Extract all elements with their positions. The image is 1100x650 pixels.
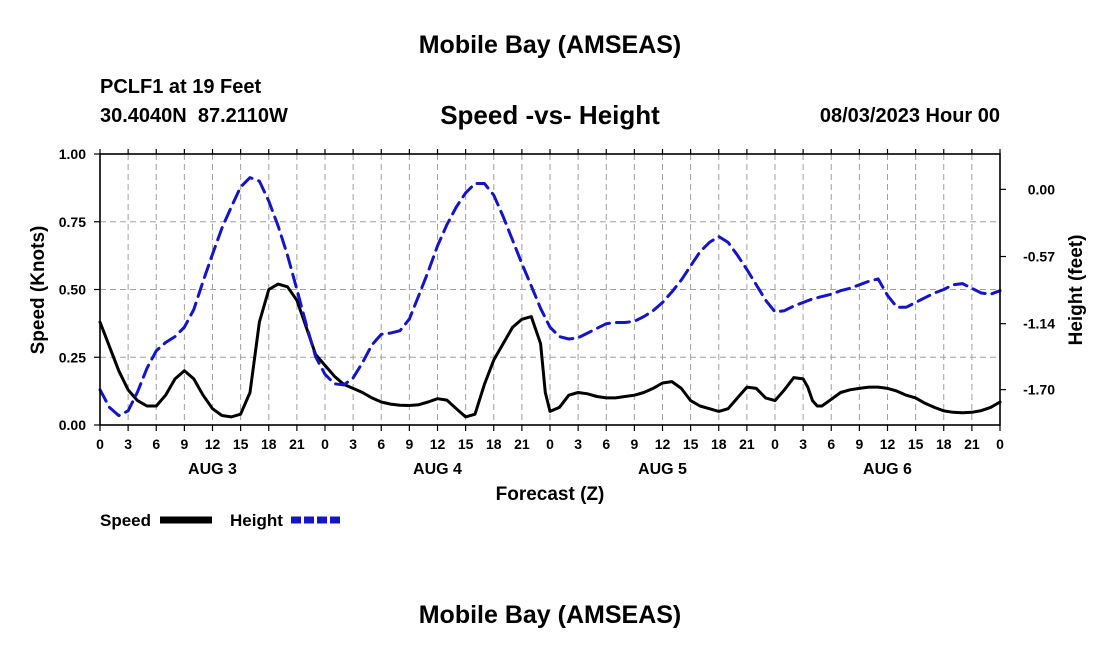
- x-tick-label: 9: [630, 436, 638, 452]
- y-tick-label-right: -1.70: [1023, 382, 1055, 398]
- footer-title: Mobile Bay (AMSEAS): [418, 601, 682, 629]
- y-tick-label-left: 0.25: [59, 349, 86, 365]
- x-tick-label: 9: [180, 436, 188, 452]
- y-tick-label-left: 1.00: [59, 146, 86, 162]
- day-label: AUG 4: [413, 461, 462, 478]
- x-tick-label: 3: [574, 436, 582, 452]
- y-tick-label-left: 0.50: [59, 282, 86, 298]
- x-tick-label: 6: [152, 436, 160, 452]
- x-tick-label: 15: [233, 436, 249, 452]
- x-tick-label: 18: [936, 436, 952, 452]
- x-tick-label: 9: [855, 436, 863, 452]
- series-lines: [98, 176, 1002, 419]
- y-tick-label-right: -0.57: [1023, 249, 1055, 265]
- y-axis-title-left: Speed (Knots): [28, 226, 49, 355]
- legend-label-speed: Speed: [100, 511, 151, 530]
- x-tick-label: 0: [996, 436, 1004, 452]
- x-tick-label: 21: [964, 436, 980, 452]
- x-tick-label: 3: [124, 436, 132, 452]
- x-tick-label: 18: [486, 436, 502, 452]
- x-tick-label: 9: [405, 436, 413, 452]
- axis-labels: 0 3 6 9 12 15 18 21 0 3 6 9 12 15 18 21 0 3 6 9 12 15 18 21 0 3 6 9…: [28, 146, 1087, 505]
- y-axis-title-right: Height (feet): [1066, 235, 1087, 346]
- x-tick-label: 12: [880, 436, 896, 452]
- y-tick-label-right: -1.14: [1023, 316, 1055, 332]
- legend: Speed Height: [100, 511, 343, 530]
- chart-title: Speed -vs- Height: [440, 100, 660, 130]
- x-tick-label: 21: [739, 436, 755, 452]
- height-series-line: [98, 176, 1002, 418]
- forecast-date: 08/03/2023 Hour 00: [819, 105, 1000, 127]
- x-tick-label: 15: [683, 436, 699, 452]
- x-tick-label: 0: [96, 436, 104, 452]
- x-axis-title: Forecast (Z): [496, 484, 605, 505]
- x-tick-label: 6: [377, 436, 385, 452]
- x-tick-label: 21: [514, 436, 530, 452]
- station-coordinates: 30.4040N 87.2110W: [100, 105, 288, 127]
- axis-ticks: [94, 149, 1006, 431]
- x-tick-label: 12: [430, 436, 446, 452]
- grid-lines: [100, 154, 1000, 425]
- x-tick-label: 15: [908, 436, 924, 452]
- x-tick-label: 0: [321, 436, 329, 452]
- speed-series-line: [98, 282, 1002, 419]
- legend-label-height: Height: [230, 511, 283, 530]
- x-tick-label: 12: [205, 436, 221, 452]
- x-tick-label: 18: [261, 436, 277, 452]
- y-tick-label-left: 0.00: [59, 417, 86, 433]
- y-tick-label-right: 0.00: [1028, 181, 1055, 197]
- x-tick-label: 0: [771, 436, 779, 452]
- x-tick-label: 18: [711, 436, 727, 452]
- x-tick-label: 6: [827, 436, 835, 452]
- x-tick-label: 3: [349, 436, 357, 452]
- x-tick-label: 0: [546, 436, 554, 452]
- x-tick-label: 12: [655, 436, 671, 452]
- x-tick-label: 15: [458, 436, 474, 452]
- station-label: PCLF1 at 19 Feet: [100, 76, 262, 98]
- x-tick-label: 3: [799, 436, 807, 452]
- x-tick-label: 6: [602, 436, 610, 452]
- day-label: AUG 3: [188, 461, 237, 478]
- day-label: AUG 6: [863, 461, 912, 478]
- x-tick-label: 21: [289, 436, 305, 452]
- page-title: Mobile Bay (AMSEAS): [418, 31, 682, 59]
- y-tick-label-left: 0.75: [59, 214, 86, 230]
- day-label: AUG 5: [638, 461, 687, 478]
